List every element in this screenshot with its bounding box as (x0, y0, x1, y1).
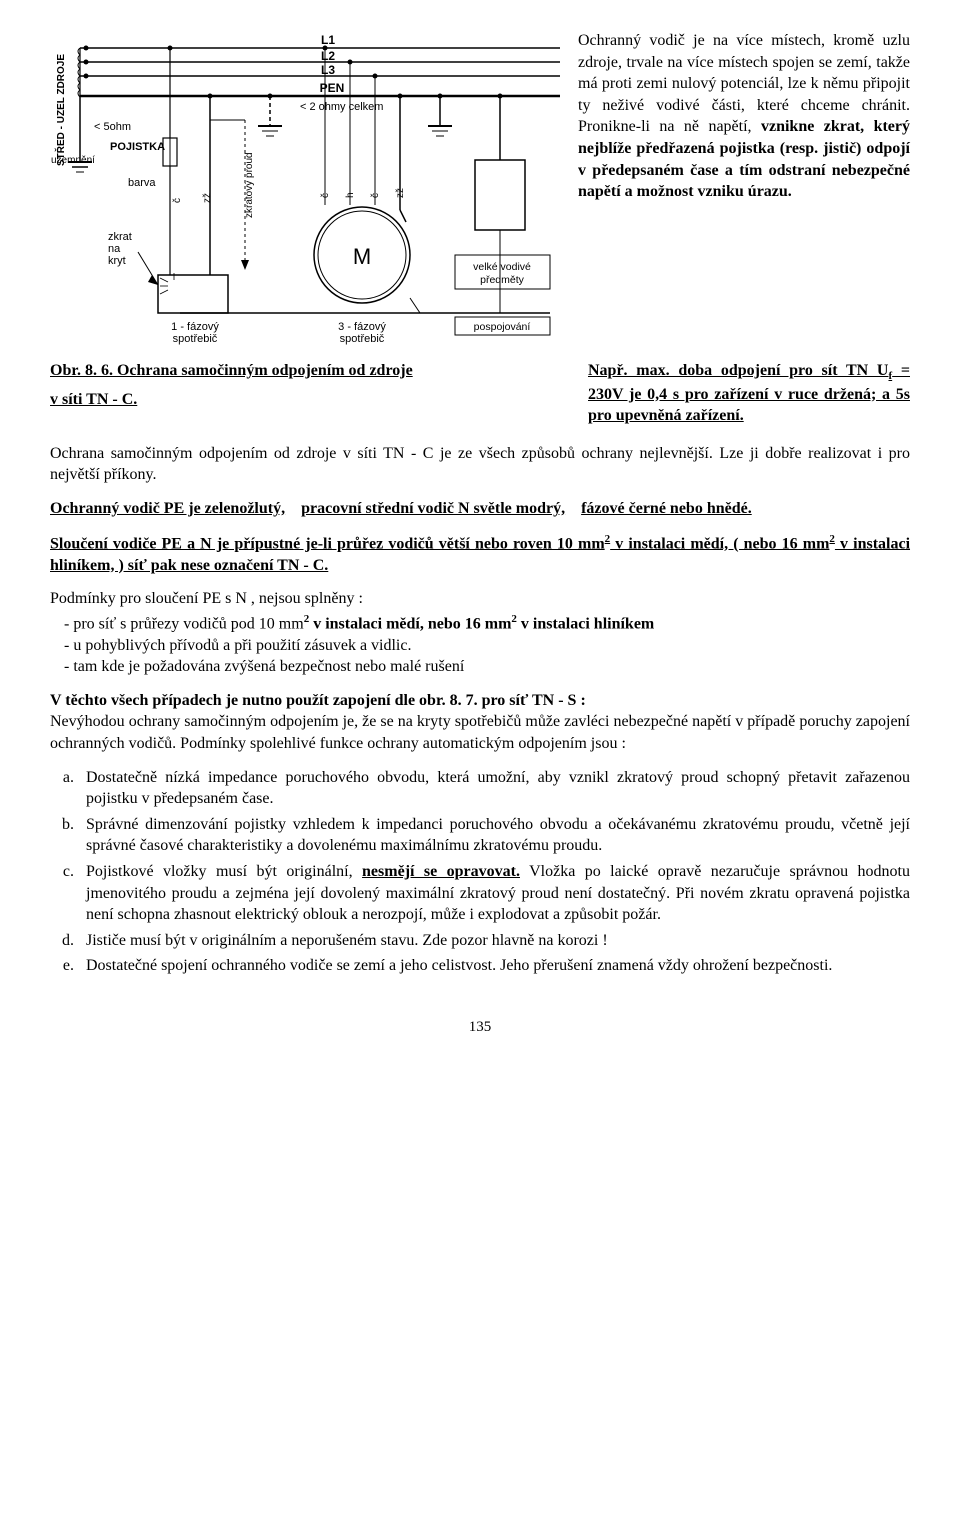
side-paragraph: Ochranný vodič je na více místech, kromě… (578, 30, 910, 203)
p2b: pracovní střední vodič N světle modrý, (301, 500, 565, 517)
caption-right: Např. max. doba odpojení pro sít TN Uf =… (588, 360, 910, 427)
body-p2: Ochranný vodič PE je zelenožlutý, pracov… (50, 498, 910, 520)
circuit-svg: L1 L2 L3 PEN < 2 ohmy celkem STŘED - UZE… (50, 30, 570, 345)
label-lt5: < 5ohm (94, 121, 131, 133)
item-e: Dostatečné spojení ochranného vodiče se … (78, 955, 910, 977)
label-barva: barva (128, 177, 156, 189)
lbl-zkrat1: zkrat (108, 231, 132, 243)
body-p1: Ochrana samočinným odpojením od zdroje v… (50, 443, 910, 486)
lbl-zz1: zž (202, 193, 213, 203)
cr-a: Např. max. doba odpojení pro sít TN U (588, 362, 888, 379)
circuit-figure: L1 L2 L3 PEN < 2 ohmy celkem STŘED - UZE… (50, 30, 570, 352)
source-coils (78, 46, 89, 98)
label-pen: PEN (320, 81, 345, 95)
lbl-3zz: zž (395, 188, 406, 198)
lbl-posp: pospojování (474, 321, 531, 333)
p3a: Sloučení vodiče PE a N je přípustné je-l… (50, 535, 605, 552)
lbl-zkratproud: zkratový proud (244, 152, 255, 218)
p2c: fázové černé nebo hnědé. (581, 500, 752, 517)
label-l3: L3 (321, 63, 335, 77)
lbl-velke2: předměty (480, 274, 525, 286)
label-l2: L2 (321, 49, 335, 63)
d2: - u pohyblivých přívodů a při použití zá… (64, 635, 910, 657)
lbl-spot3b: spotřebič (340, 333, 385, 345)
d1: - pro síť s průřezy vodičů pod 10 mm2 v … (64, 612, 910, 635)
lbl-c1: č (172, 198, 183, 203)
label-stred: STŘED - UZEL ZDROJE (54, 54, 67, 166)
lbl-spot1a: 1 - fázový (171, 321, 219, 333)
lbl-velke1: velké vodivé (473, 261, 531, 273)
item-b: Správné dimenzování pojistky vzhledem k … (78, 814, 910, 857)
lbl-spot3a: 3 - fázový (338, 321, 386, 333)
lbl-zkrat2: na (108, 243, 121, 255)
p5a: V těchto všech případech je nutno použít… (50, 692, 586, 709)
lbl-3c2: č (370, 193, 381, 198)
label-pojistka: POJISTKA (110, 141, 165, 153)
lettered-list: Dostatečně nízká impedance poruchového o… (50, 767, 910, 977)
page-number: 135 (50, 1017, 910, 1037)
lbl-zkrat3: kryt (108, 255, 126, 267)
body-p5: V těchto všech případech je nutno použít… (50, 690, 910, 755)
lbl-3h: h (345, 192, 356, 198)
item-a: Dostatečně nízká impedance poruchového o… (78, 767, 910, 810)
label-uzemneni: uzemnění (51, 155, 95, 166)
lbl-spot1b: spotřebič (173, 333, 218, 345)
p3b: v instalaci mědí, ( nebo 16 mm (610, 535, 829, 552)
lbl-M: M (353, 244, 371, 269)
body-p4: Podmínky pro sloučení PE s N , nejsou sp… (50, 588, 910, 610)
body-p3: Sloučení vodiče PE a N je přípustné je-l… (50, 532, 910, 577)
d3: - tam kde je požadována zvýšená bezpečno… (64, 656, 910, 678)
figure-caption: Obr. 8. 6. Ochrana samočinným odpojením … (50, 360, 568, 427)
caption-line2: v síti TN - C. (50, 389, 568, 411)
caption-line1: Obr. 8. 6. Ochrana samočinným odpojením … (50, 360, 568, 382)
label-pen-note: < 2 ohmy celkem (300, 101, 383, 113)
p2a: Ochranný vodič PE je zelenožlutý, (50, 500, 285, 517)
item-c: Pojistkové vložky musí být originální, n… (78, 861, 910, 926)
item-d: Jističe musí být v originálním a neporuš… (78, 930, 910, 952)
dash-list: - pro síť s průřezy vodičů pod 10 mm2 v … (50, 612, 910, 678)
label-l1: L1 (321, 33, 335, 47)
p5b: Nevýhodou ochrany samočinným odpojením j… (50, 713, 910, 752)
lbl-3c: č (320, 193, 331, 198)
